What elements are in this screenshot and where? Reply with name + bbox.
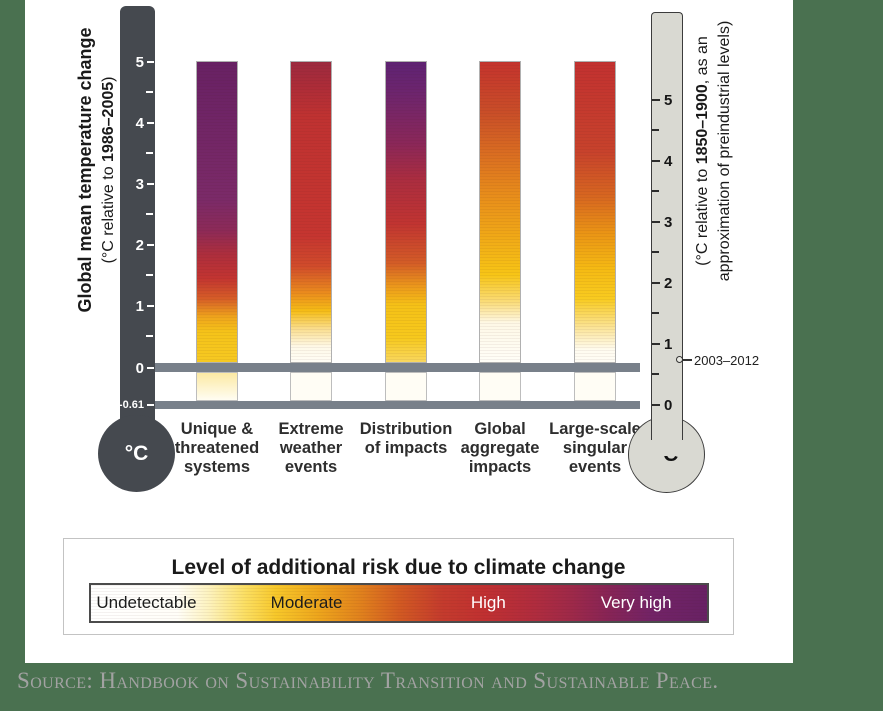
tick-mark	[652, 404, 660, 406]
tick-mark	[147, 367, 154, 369]
right-axis-title: (°C relative to 1850–1900, as an approxi…	[692, 1, 736, 301]
ember-bar-unique-threatened-systems	[196, 61, 238, 363]
tick-mark	[652, 282, 660, 284]
right-tick-4: 4	[652, 153, 685, 170]
ember-bar-global-aggregate-impacts	[479, 61, 521, 363]
risk-label-moderate: Moderate	[270, 593, 343, 612]
right-tick-3: 3	[652, 214, 685, 231]
observed-decade-marker-label: 2003–2012	[694, 353, 760, 368]
ember-subbar-unique-threatened-systems	[196, 372, 238, 401]
minor-tick	[146, 152, 153, 154]
left-unit-label: °C	[124, 441, 149, 465]
ember-subbar-extreme-weather-events	[290, 372, 332, 401]
tick-mark	[652, 160, 660, 162]
tick-mark	[147, 244, 154, 246]
bar-label-extreme-weather-events: Extreme weather events	[278, 420, 344, 476]
left-axis-title-line1: Global mean temperature change	[75, 27, 95, 313]
right-tick-1: 1	[652, 336, 685, 353]
minor-tick	[652, 251, 659, 253]
left-tick-5: 5	[120, 54, 155, 71]
left-tick-1: 1	[120, 298, 155, 315]
minor-tick	[652, 373, 659, 375]
minor-tick	[146, 274, 153, 276]
observed-decade-marker-line	[682, 359, 692, 361]
tick-mark	[147, 122, 154, 124]
left-tick-2: 2	[120, 237, 155, 254]
right-thermometer-tube	[651, 12, 683, 440]
bar-label-distribution-of-impacts: Distribution of impacts	[359, 420, 453, 457]
reference-band-zero	[155, 363, 640, 372]
left-tick-3: 3	[120, 176, 155, 193]
bar-label-global-aggregate-impacts: Global aggregate impacts	[460, 420, 540, 476]
right-tick-0: 0	[652, 397, 685, 414]
risk-legend-title: Level of additional risk due to climate …	[171, 556, 626, 579]
minor-tick	[146, 335, 153, 337]
minor-tick	[652, 190, 659, 192]
risk-label-undetectable: Undetectable	[96, 593, 197, 612]
bar-label-unique-threatened-systems: Unique & threatened systems	[174, 420, 260, 476]
ember-subbar-distribution-of-impacts	[385, 372, 427, 401]
tick-mark	[652, 343, 660, 345]
right-axis-title-line1: (°C relative to 1850–1900, as an	[694, 36, 711, 266]
ember-bar-extreme-weather-events	[290, 61, 332, 363]
tick-mark	[652, 99, 660, 101]
left-thermometer-bulb: °C	[98, 415, 175, 492]
ember-subbar-global-aggregate-impacts	[479, 372, 521, 401]
tick-mark	[147, 61, 154, 63]
tick-mark	[652, 221, 660, 223]
risk-gradient-strip: Undetectable Moderate High Very high	[89, 583, 709, 623]
right-axis-title-line2: approximation of preindustrial levels)	[716, 20, 733, 282]
right-tick-2: 2	[652, 275, 685, 292]
risk-label-very-high: Very high	[600, 593, 672, 612]
ember-subbar-large-scale-singular-events	[574, 372, 616, 401]
ember-bar-distribution-of-impacts	[385, 61, 427, 363]
right-tick-5: 5	[652, 92, 685, 109]
right-thermometer-joint	[654, 424, 680, 456]
left-tick-0: 0	[120, 360, 155, 377]
minor-tick	[652, 312, 659, 314]
minor-tick	[146, 213, 153, 215]
bar-label-large-scale-singular-events: Large-scale singular events	[549, 420, 641, 476]
tick-mark	[147, 305, 154, 307]
risk-legend-box: Level of additional risk due to climate …	[63, 538, 734, 635]
left-tick-baseline: -0.61	[119, 397, 155, 413]
minor-tick	[652, 129, 659, 131]
source-caption: Source: Handbook on Sustainability Trans…	[17, 668, 719, 693]
left-tick-4: 4	[120, 115, 155, 132]
minor-tick	[146, 91, 153, 93]
risk-label-high: High	[470, 593, 506, 612]
tick-mark	[147, 183, 154, 185]
ember-bar-large-scale-singular-events	[574, 61, 616, 363]
left-axis-title-line2: (°C relative to 1986–2005)	[100, 76, 117, 264]
reference-band-baseline	[155, 401, 640, 409]
left-axis-title: Global mean temperature change (°C relat…	[74, 5, 122, 335]
tick-mark	[147, 404, 154, 406]
